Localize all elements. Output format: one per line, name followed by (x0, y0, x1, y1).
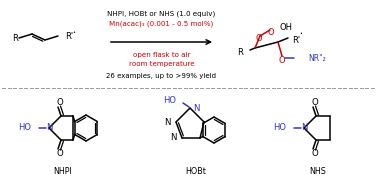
Text: N: N (170, 134, 177, 143)
Text: Mn(acac)₃ (0.001 - 0.5 mol%): Mn(acac)₃ (0.001 - 0.5 mol%) (109, 21, 214, 27)
Text: •: • (72, 30, 75, 35)
Text: •: • (299, 31, 302, 36)
Text: N: N (46, 123, 52, 132)
Text: O: O (279, 55, 285, 64)
Text: O: O (57, 98, 64, 107)
Text: N: N (301, 123, 307, 132)
Text: R': R' (292, 35, 300, 44)
Text: O: O (268, 28, 274, 37)
Text: O: O (57, 150, 64, 159)
Text: O: O (311, 98, 318, 107)
Text: O: O (311, 150, 318, 159)
Text: R': R' (65, 31, 73, 40)
Text: NHPI: NHPI (54, 168, 72, 177)
Text: room temperature: room temperature (129, 61, 194, 67)
Text: N: N (193, 103, 200, 112)
Text: NHPI, HOBt or NHS (1.0 equiv): NHPI, HOBt or NHS (1.0 equiv) (107, 11, 215, 17)
Text: O: O (256, 33, 262, 42)
Text: HO: HO (163, 96, 176, 105)
Text: HO: HO (273, 123, 286, 132)
Text: NR"₂: NR"₂ (308, 53, 326, 62)
Text: open flask to air: open flask to air (133, 52, 190, 58)
Text: OH: OH (279, 22, 292, 32)
Text: 26 examples, up to >99% yield: 26 examples, up to >99% yield (107, 73, 217, 79)
Text: HOBt: HOBt (186, 168, 206, 177)
Text: HO: HO (18, 123, 31, 132)
Text: R: R (237, 48, 243, 57)
Text: NHS: NHS (310, 168, 327, 177)
Text: N: N (164, 118, 171, 127)
Text: R: R (12, 33, 18, 42)
